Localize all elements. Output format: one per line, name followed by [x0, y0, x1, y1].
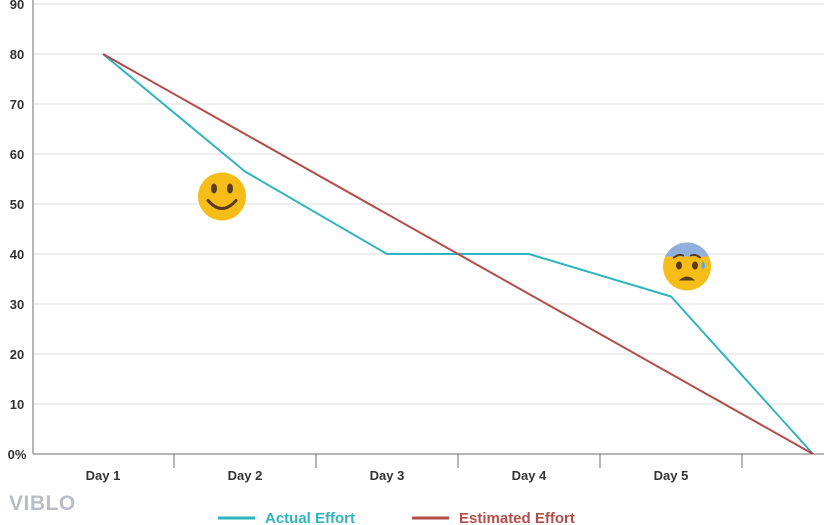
- series-lines: [102, 53, 814, 455]
- y-tick-label: 50: [10, 197, 24, 212]
- x-tick-label: Day 3: [370, 468, 405, 483]
- y-tick-label: 90: [10, 0, 24, 12]
- smiley-face-icon: [198, 172, 246, 221]
- anxious-forehead-shade: [663, 242, 711, 257]
- y-tick-label: 20: [10, 347, 24, 362]
- y-tick-label: 40: [10, 247, 24, 262]
- x-tick-label: Day 5: [654, 468, 689, 483]
- y-tick-label: 30: [10, 297, 24, 312]
- anxious-left-eye: [676, 261, 682, 270]
- legend-label: Estimated Effort: [459, 510, 575, 525]
- annotations: [198, 172, 711, 291]
- smiley-right-eye: [227, 183, 233, 194]
- legend: Actual Effort Estimated Effort: [218, 510, 575, 525]
- smiley-mouth: [206, 199, 238, 210]
- anxious-sweat-drop: [701, 260, 705, 270]
- anxious-mouth: [679, 276, 695, 281]
- series-line-estimated-effort: [102, 53, 814, 455]
- smiley-face-circle: [198, 172, 246, 221]
- y-tick-label: 80: [10, 47, 24, 62]
- y-tick-label: 60: [10, 147, 24, 162]
- anxious-left-brow: [673, 253, 684, 259]
- y-tick-label: 0%: [8, 447, 27, 462]
- legend-label: Actual Effort: [265, 510, 355, 525]
- anxious-right-brow: [690, 253, 701, 259]
- x-tick-label: Day 2: [228, 468, 263, 483]
- x-tick-label: Day 1: [86, 468, 121, 483]
- x-tick-label: Day 4: [512, 468, 547, 483]
- legend-item-actual-effort: Actual Effort: [218, 510, 355, 525]
- viblo-watermark: VIBLO: [9, 492, 76, 515]
- y-axis-ticks: 0% 10 20 30 40 50 60 70 80 90: [8, 0, 27, 462]
- x-axis-ticks: Day 1 Day 2 Day 3 Day 4 Day 5: [86, 454, 743, 483]
- smiley-left-eye: [211, 183, 217, 194]
- axes: [32, 0, 824, 455]
- anxious-right-eye: [692, 261, 698, 270]
- y-tick-label: 10: [10, 397, 24, 412]
- anxious-face-icon: [663, 242, 711, 291]
- gridlines: [33, 3, 824, 405]
- y-tick-label: 70: [10, 97, 24, 112]
- legend-item-estimated-effort: Estimated Effort: [412, 510, 575, 525]
